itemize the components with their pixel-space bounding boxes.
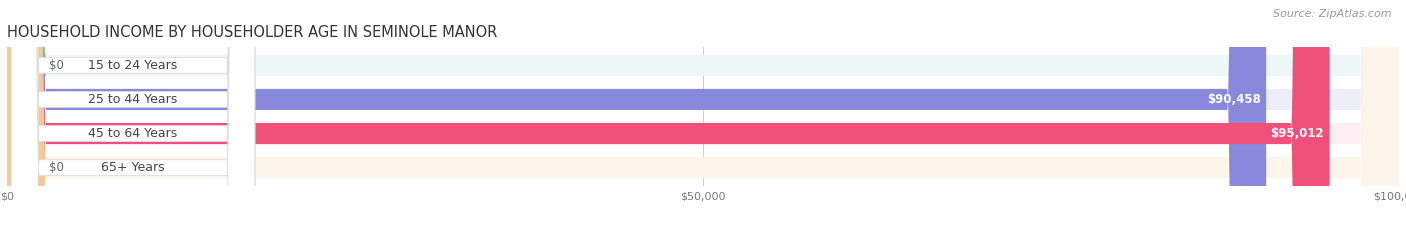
FancyBboxPatch shape <box>7 0 1399 233</box>
FancyBboxPatch shape <box>11 0 254 233</box>
Text: HOUSEHOLD INCOME BY HOUSEHOLDER AGE IN SEMINOLE MANOR: HOUSEHOLD INCOME BY HOUSEHOLDER AGE IN S… <box>7 25 498 40</box>
FancyBboxPatch shape <box>11 0 254 233</box>
FancyBboxPatch shape <box>0 0 46 233</box>
FancyBboxPatch shape <box>7 0 1399 233</box>
Text: 15 to 24 Years: 15 to 24 Years <box>89 59 177 72</box>
Text: $95,012: $95,012 <box>1271 127 1324 140</box>
FancyBboxPatch shape <box>11 0 254 233</box>
FancyBboxPatch shape <box>7 0 1330 233</box>
Text: $0: $0 <box>49 59 63 72</box>
Text: Source: ZipAtlas.com: Source: ZipAtlas.com <box>1274 9 1392 19</box>
FancyBboxPatch shape <box>7 0 1267 233</box>
FancyBboxPatch shape <box>7 0 1399 233</box>
FancyBboxPatch shape <box>7 0 1399 233</box>
Text: 45 to 64 Years: 45 to 64 Years <box>89 127 177 140</box>
Text: $0: $0 <box>49 161 63 174</box>
Text: $90,458: $90,458 <box>1206 93 1261 106</box>
FancyBboxPatch shape <box>0 0 46 233</box>
Text: 25 to 44 Years: 25 to 44 Years <box>89 93 177 106</box>
Text: 65+ Years: 65+ Years <box>101 161 165 174</box>
FancyBboxPatch shape <box>11 0 254 233</box>
